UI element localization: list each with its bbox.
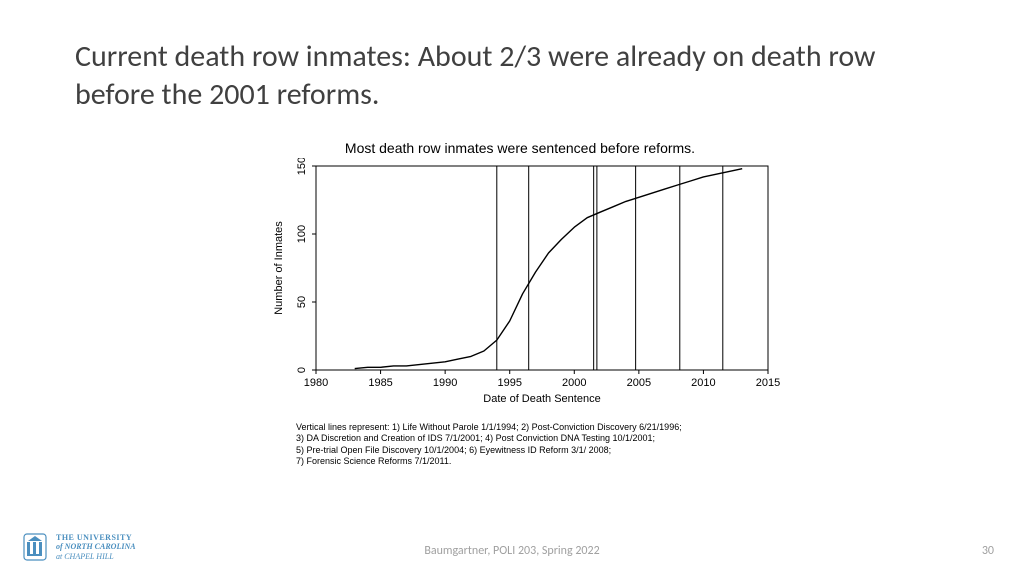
cumulative-inmates-chart: 0 50 100 150 Number of Inmates 1980 1985 1990 19… [260,158,780,418]
caption-line: 7) Forensic Science Reforms 7/1/2011. [296,456,756,467]
x-tick-label: 2015 [756,377,780,389]
caption-line: Vertical lines represent: 1) Life Withou… [296,422,756,433]
page-number: 30 [982,544,994,558]
slide-title: Current death row inmates: About 2/3 wer… [75,38,945,113]
x-tick-label: 1985 [368,377,392,389]
footer-citation: Baumgartner, POLI 203, Spring 2022 [0,544,1024,558]
x-tick-label: 2005 [627,377,651,389]
y-tick-label: 50 [296,296,308,308]
chart-container: Most death row inmates were sentenced be… [260,140,780,467]
caption-line: 3) DA Discretion and Creation of IDS 7/1… [296,433,756,444]
y-tick-label: 150 [296,158,308,175]
chart-title: Most death row inmates were sentenced be… [260,140,780,156]
x-tick-label: 2000 [562,377,586,389]
x-tick-label: 1990 [433,377,457,389]
chart-caption: Vertical lines represent: 1) Life Withou… [260,422,756,467]
caption-line: 5) Pre-trial Open File Discovery 10/1/20… [296,445,756,456]
x-axis-label: Date of Death Sentence [483,393,600,405]
y-axis-label: Number of Inmates [273,221,285,315]
x-tick-label: 1995 [497,377,521,389]
x-tick-label: 2010 [691,377,715,389]
x-tick-label: 1980 [304,377,328,389]
y-tick-label: 100 [296,225,308,243]
y-tick-label: 0 [296,367,308,373]
cumulative-line [355,169,743,369]
plot-border [316,166,768,370]
